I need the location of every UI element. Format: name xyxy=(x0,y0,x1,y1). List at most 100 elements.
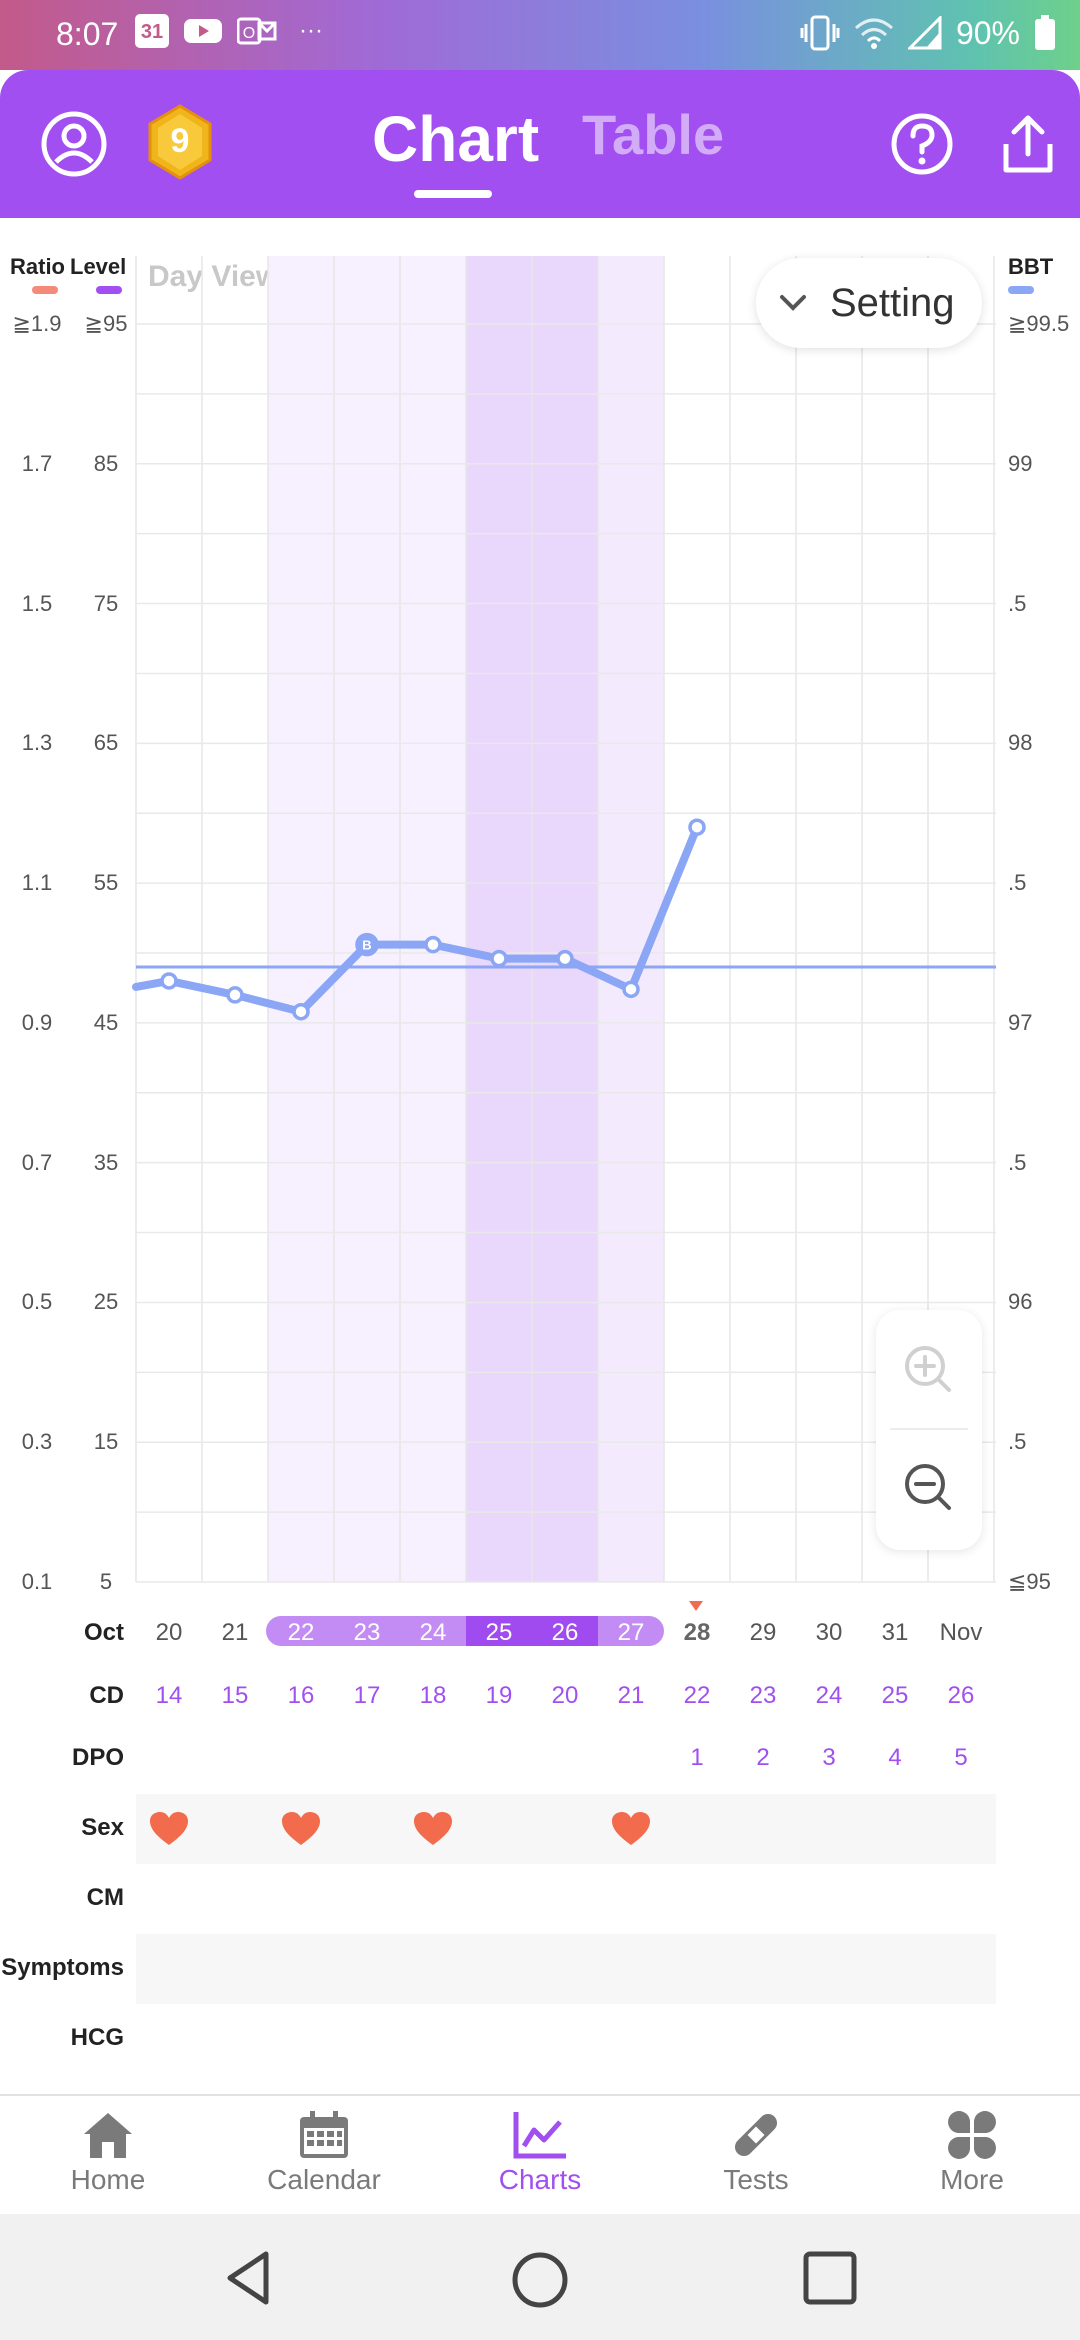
nav-tests[interactable]: Tests xyxy=(656,2110,856,2196)
axis-tick-label: 15 xyxy=(93,1429,119,1455)
bbt-point xyxy=(226,986,244,1004)
back-icon[interactable] xyxy=(222,2250,278,2306)
signal-icon xyxy=(907,16,942,50)
tab-chart-indicator xyxy=(414,190,492,198)
bbt-point-marker-label: B xyxy=(362,938,371,953)
date-row-cell[interactable]: 25 xyxy=(485,1619,513,1646)
dpo-row-cell[interactable]: 3 xyxy=(822,1744,836,1771)
cd-row-cell[interactable]: 19 xyxy=(485,1682,513,1709)
heart-icon[interactable] xyxy=(149,1811,189,1847)
status-time: 8:07 xyxy=(56,16,119,52)
date-row-cell[interactable]: 24 xyxy=(419,1619,447,1646)
setting-button[interactable]: Setting xyxy=(756,258,982,348)
date-row-cell[interactable]: 29 xyxy=(749,1619,777,1646)
level-badge[interactable]: 9 xyxy=(148,104,212,180)
sex-row-band xyxy=(136,1794,996,1864)
system-nav-bar xyxy=(0,2214,1080,2340)
charts-icon xyxy=(513,2112,566,2159)
date-row-cell[interactable]: 20 xyxy=(155,1619,183,1646)
bbt-point xyxy=(160,972,178,990)
day-view-label: Day View xyxy=(148,260,280,293)
date-row-cell[interactable]: 26 xyxy=(551,1619,579,1646)
cd-row-cell[interactable]: 20 xyxy=(551,1682,579,1709)
wifi-icon xyxy=(854,18,893,49)
dpo-row-cell[interactable]: 5 xyxy=(954,1744,968,1771)
axis-tick-label: .5 xyxy=(1008,1149,1027,1175)
bbt-point xyxy=(424,935,442,954)
help-icon[interactable] xyxy=(886,108,958,180)
date-row-cell[interactable]: 30 xyxy=(815,1619,843,1646)
cd-row-cell[interactable]: 14 xyxy=(155,1682,183,1709)
cd-row-cell[interactable]: 24 xyxy=(815,1682,843,1709)
setting-label: Setting xyxy=(830,280,955,325)
axis-tick-label: 97 xyxy=(1008,1009,1033,1035)
cd-row-cell[interactable]: 21 xyxy=(617,1682,645,1709)
profile-icon[interactable] xyxy=(38,108,110,180)
nav-calendar-label: Calendar xyxy=(267,2164,381,2195)
axis-tick-label: 65 xyxy=(93,730,119,756)
zoom-divider xyxy=(890,1428,968,1430)
nav-calendar[interactable]: Calendar xyxy=(224,2110,424,2196)
cd-row-cell[interactable]: 22 xyxy=(683,1682,711,1709)
axis-tick-label: 98 xyxy=(1008,730,1033,756)
post-window-pill xyxy=(598,1616,664,1646)
hcg-row-label: HCG xyxy=(70,2024,124,2051)
date-row-cell[interactable]: 21 xyxy=(221,1619,249,1646)
zoom-in-icon[interactable] xyxy=(901,1342,957,1398)
share-icon[interactable] xyxy=(992,108,1064,180)
nav-home[interactable]: Home xyxy=(8,2110,208,2196)
dpo-row-cell[interactable]: 2 xyxy=(756,1744,770,1771)
cd-row-cell[interactable]: 15 xyxy=(221,1682,249,1709)
axis-tick-label: 1.1 xyxy=(21,870,53,896)
tab-table[interactable]: Table xyxy=(582,103,725,166)
sex-row-label: Sex xyxy=(81,1814,124,1841)
cd-row-cell[interactable]: 16 xyxy=(287,1682,315,1709)
zoom-out-icon[interactable] xyxy=(901,1460,957,1516)
cd-row-cell[interactable]: 17 xyxy=(353,1682,381,1709)
axis-tick-label: 5 xyxy=(99,1569,113,1594)
dpo-row-cell[interactable]: 1 xyxy=(690,1744,704,1771)
date-row-cell[interactable]: 27 xyxy=(617,1619,645,1646)
cm-row-label: CM xyxy=(86,1884,124,1911)
nav-charts-label: Charts xyxy=(498,2164,582,2195)
more-notifications-icon: ··· xyxy=(299,17,323,44)
cd-row-cell[interactable]: 23 xyxy=(749,1682,777,1709)
axis-tick-label: .5 xyxy=(1008,590,1027,616)
outlook-icon: O xyxy=(237,17,277,45)
axis-tick-label: 35 xyxy=(93,1149,119,1175)
tab-chart[interactable]: Chart xyxy=(372,103,540,175)
cd-row-cell[interactable]: 26 xyxy=(947,1682,975,1709)
calendar-notification-icon: 31 xyxy=(135,14,169,48)
axis-tick-label: 55 xyxy=(93,870,119,896)
date-row-cell[interactable]: 23 xyxy=(353,1619,381,1646)
bbt-point xyxy=(292,1002,310,1021)
nav-charts[interactable]: Charts xyxy=(440,2110,640,2196)
dpo-row-cell[interactable]: 4 xyxy=(888,1744,902,1771)
date-row-cell[interactable]: 28 xyxy=(683,1619,711,1646)
cd-row-cell[interactable]: 18 xyxy=(419,1682,447,1709)
heart-icon[interactable] xyxy=(611,1811,651,1847)
bottom-nav: Home Calendar Charts Tests More xyxy=(0,2094,1080,2214)
date-row-cell[interactable]: 31 xyxy=(881,1619,909,1646)
battery-percent: 90% xyxy=(955,14,1020,51)
heart-icon[interactable] xyxy=(413,1811,453,1847)
bbt-legend-swatch xyxy=(1008,286,1034,294)
heart-icon[interactable] xyxy=(281,1811,321,1847)
nav-more-label: More xyxy=(940,2164,1004,2195)
fertile-window-band xyxy=(268,256,466,1582)
axis-tick-label: 0.3 xyxy=(21,1429,53,1455)
battery-icon xyxy=(1035,15,1055,50)
home-circle-icon[interactable] xyxy=(510,2250,570,2310)
cd-row-cell[interactable]: 25 xyxy=(881,1682,909,1709)
nav-more[interactable]: More xyxy=(872,2110,1072,2196)
date-row-cell[interactable]: 22 xyxy=(287,1619,315,1646)
symptoms-row-band xyxy=(136,1934,996,2004)
recents-icon[interactable] xyxy=(802,2250,858,2306)
level-badge-number: 9 xyxy=(170,122,190,160)
bbt-chart[interactable]: B xyxy=(0,0,1080,1880)
axis-tick-label: ≧95 xyxy=(84,311,128,336)
axis-tick-label: 45 xyxy=(93,1009,119,1035)
axis-tick-label: 1.5 xyxy=(21,590,53,616)
ratio-legend-swatch xyxy=(32,286,58,294)
axis-tick-label: ≦95 xyxy=(1008,1569,1051,1594)
